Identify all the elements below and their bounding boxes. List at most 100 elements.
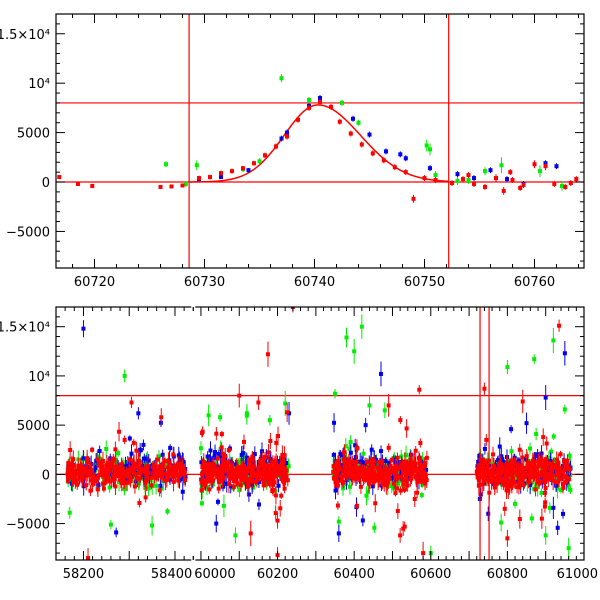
data-point — [144, 454, 149, 463]
data-marker — [155, 468, 160, 473]
data-marker — [489, 462, 494, 467]
data-marker — [216, 452, 221, 457]
data-marker — [245, 480, 250, 485]
data-marker — [272, 480, 277, 485]
data-point — [535, 448, 540, 460]
data-marker — [167, 472, 172, 477]
data-point-outlier — [336, 524, 341, 542]
data-marker — [278, 506, 283, 511]
data-marker — [555, 486, 560, 491]
data-point — [419, 491, 424, 499]
data-point — [139, 463, 144, 476]
data-marker — [235, 481, 240, 486]
data-marker — [230, 169, 234, 174]
data-point — [505, 176, 509, 183]
data-point — [117, 422, 122, 442]
data-marker — [160, 469, 165, 474]
data-marker — [348, 450, 353, 455]
data-marker — [82, 470, 87, 475]
data-marker — [251, 473, 256, 478]
data-point — [114, 527, 119, 538]
data-point — [274, 143, 278, 150]
data-marker — [137, 500, 142, 505]
data-marker — [117, 429, 122, 434]
data-marker — [353, 443, 358, 448]
data-marker — [166, 459, 171, 464]
data-point-outlier — [359, 314, 364, 340]
data-point — [215, 455, 220, 463]
data-marker — [108, 456, 113, 461]
data-marker — [472, 181, 476, 186]
data-marker — [150, 465, 155, 470]
data-point — [518, 184, 523, 191]
data-marker — [148, 464, 153, 469]
data-marker — [155, 457, 160, 462]
data-point — [384, 148, 388, 155]
data-marker — [168, 445, 173, 450]
data-marker — [200, 465, 205, 470]
data-marker — [222, 458, 227, 463]
data-marker — [87, 469, 92, 474]
data-marker — [257, 469, 262, 474]
data-marker — [205, 476, 210, 481]
data-marker — [566, 483, 571, 488]
data-marker — [533, 454, 538, 459]
data-marker — [71, 463, 76, 468]
data-point — [422, 175, 427, 182]
data-marker — [353, 476, 358, 481]
data-point — [127, 435, 132, 442]
data-marker — [128, 461, 133, 466]
data-marker — [398, 418, 403, 423]
data-point — [95, 481, 100, 497]
data-point — [236, 464, 241, 479]
data-marker — [156, 472, 161, 477]
data-marker — [72, 475, 77, 480]
data-point — [215, 498, 220, 506]
data-point-outlier — [244, 404, 249, 423]
data-point — [560, 181, 564, 191]
data-marker — [221, 503, 226, 508]
data-marker — [219, 471, 224, 476]
data-point — [128, 473, 133, 482]
data-marker — [94, 478, 99, 483]
data-point — [137, 498, 142, 508]
data-marker — [359, 324, 364, 329]
data-marker — [252, 464, 257, 469]
data-point — [428, 143, 432, 156]
data-marker — [132, 462, 137, 467]
data-marker — [175, 466, 180, 471]
data-point-outlier — [524, 412, 529, 434]
data-marker — [270, 460, 275, 465]
data-point — [164, 161, 168, 168]
data-point — [532, 160, 537, 169]
data-marker — [131, 466, 136, 471]
data-point — [549, 447, 554, 456]
data-marker — [67, 510, 72, 515]
data-marker — [266, 450, 271, 455]
data-point — [263, 152, 267, 159]
data-point — [381, 157, 386, 164]
data-marker — [352, 349, 357, 354]
data-point — [392, 164, 397, 171]
data-point — [149, 481, 154, 490]
plot-area — [56, 307, 584, 560]
series-blue — [197, 95, 559, 187]
data-point — [138, 447, 143, 454]
data-marker — [119, 481, 124, 486]
data-marker — [66, 475, 71, 480]
data-point — [132, 479, 137, 494]
data-marker — [95, 475, 100, 480]
data-marker — [395, 476, 400, 481]
data-point — [360, 514, 365, 527]
data-point — [483, 167, 487, 176]
data-point — [146, 480, 151, 497]
data-marker — [455, 172, 460, 177]
data-marker — [95, 487, 100, 492]
data-marker — [539, 490, 544, 495]
data-marker — [215, 465, 220, 470]
data-point — [226, 458, 231, 466]
x-tick-label: 60750 — [404, 275, 445, 290]
data-marker — [389, 484, 394, 489]
data-marker — [78, 471, 83, 476]
data-marker — [237, 460, 242, 465]
